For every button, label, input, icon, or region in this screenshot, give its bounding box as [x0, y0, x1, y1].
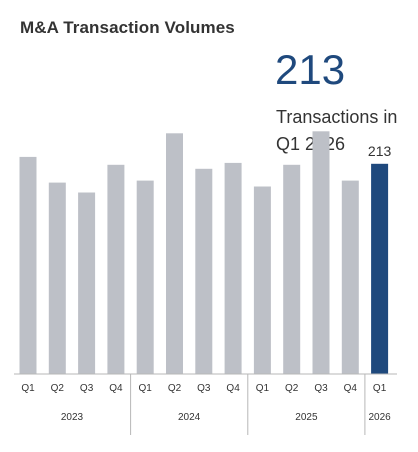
x-tick-label: Q1	[373, 383, 387, 394]
x-tick-label: Q2	[51, 383, 65, 394]
bar	[371, 163, 389, 374]
bar	[19, 156, 37, 374]
bar	[107, 164, 125, 374]
x-tick-label: Q2	[168, 383, 182, 394]
bar	[312, 131, 330, 374]
chart-title: M&A Transaction Volumes	[20, 18, 235, 37]
data-label: 213	[368, 143, 392, 159]
bar	[48, 182, 66, 374]
x-tick-label: Q3	[80, 383, 94, 394]
bar	[253, 186, 271, 374]
x-tick-label: Q4	[109, 383, 123, 394]
x-tick-label: Q1	[21, 383, 35, 394]
year-label: 2023	[61, 412, 84, 423]
bar	[283, 164, 301, 374]
x-tick-label: Q4	[226, 383, 240, 394]
year-label: 2024	[178, 412, 201, 423]
highlight-value: 213	[275, 46, 346, 93]
x-tick-label: Q4	[344, 383, 358, 394]
bar	[166, 133, 183, 374]
x-tick-label: Q1	[256, 383, 270, 394]
x-tick-label: Q2	[285, 383, 299, 394]
x-tick-label: Q3	[197, 383, 211, 394]
year-label: 2025	[295, 412, 318, 423]
bar	[341, 180, 359, 374]
x-tick-label: Q1	[139, 383, 153, 394]
bar	[136, 180, 154, 374]
year-label: 2026	[368, 412, 391, 423]
bar	[224, 162, 242, 374]
bar	[78, 192, 96, 374]
x-tick-label: Q3	[314, 383, 328, 394]
bar	[195, 168, 213, 374]
